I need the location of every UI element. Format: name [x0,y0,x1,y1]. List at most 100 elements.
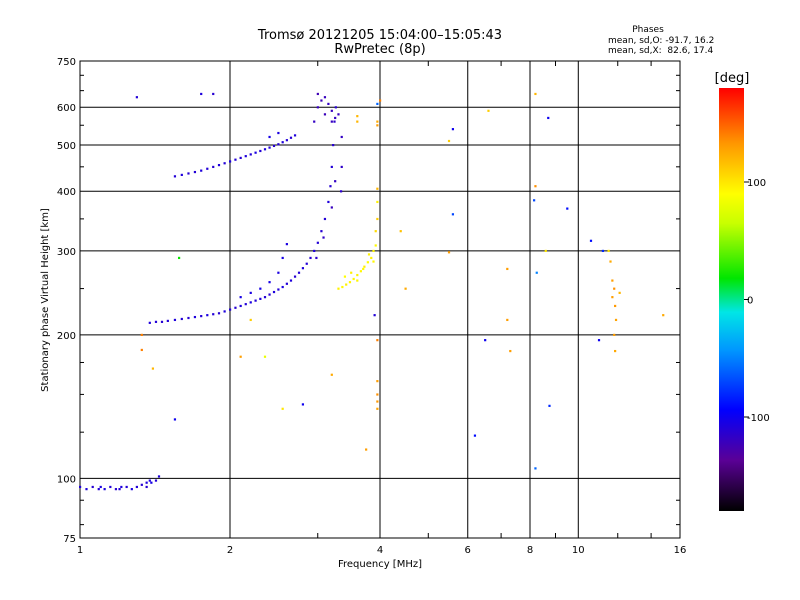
data-point [340,165,343,169]
data-point [363,265,366,268]
data-point [293,275,297,278]
data-point [91,485,94,489]
x-tick-label: 6 [465,545,471,556]
data-point [85,488,88,491]
data-point [376,380,379,383]
data-point [330,206,333,209]
data-point [313,120,316,123]
colorbar-tick-label: 100 [747,178,766,189]
data-point [356,115,359,118]
data-point [372,249,375,253]
data-point [329,185,332,188]
data-point [611,279,614,282]
data-point [535,271,538,274]
data-point [334,106,337,109]
data-point [337,287,340,290]
data-point [212,313,215,316]
data-point [249,301,252,304]
data-point [281,285,284,289]
x-tick-label: 1 [77,545,83,556]
data-point [239,304,242,308]
data-point [376,102,379,106]
data-point [277,271,280,274]
data-point [316,241,319,244]
data-point [301,267,305,270]
data-point [607,249,610,253]
data-point [399,230,402,233]
data-point [173,175,177,178]
x-tick-label: 16 [674,545,687,556]
data-point [285,282,288,285]
data-point [272,290,276,294]
colorbar-ticks: 100 0 -100 [744,178,770,424]
data-point [281,407,284,410]
data-point [506,318,509,322]
data-point [297,271,301,274]
data-point [315,256,318,260]
data-point [662,314,665,317]
data-point [268,293,271,296]
data-point [212,165,215,169]
data-point [451,213,455,216]
data-point [323,96,327,99]
data-point [376,187,379,190]
data-point [193,170,197,174]
data-point [376,339,379,342]
data-point [309,256,312,260]
data-point [234,158,237,161]
data-point [376,407,379,410]
y-tick-label: 200 [57,331,76,342]
data-point [330,165,333,169]
data-point [187,172,190,175]
data-point [177,256,181,260]
x-tick-label: 10 [572,545,585,556]
data-point [239,296,242,299]
data-point [154,320,158,323]
data-point [533,199,536,202]
data-point [263,355,267,358]
data-point [376,200,379,204]
data-point [534,185,537,188]
y-axis-ticks: 75 100 200 300 400 500 600 750 [57,57,76,545]
data-point [367,253,371,256]
data-point [313,249,316,253]
data-point [268,146,271,149]
data-point [118,488,121,491]
data-point [125,485,128,489]
data-point [473,434,477,437]
data-point [345,283,348,286]
x-axis-label: Frequency [MHz] [338,559,422,570]
data-point [323,217,327,221]
y-tick-label: 75 [63,534,76,545]
colorbar-tick-label: -100 [747,413,770,424]
x-tick-label: 4 [377,545,383,556]
data-point [376,400,379,403]
data-point [334,116,337,120]
data-point [348,281,352,284]
data-point [180,317,183,321]
data-point [305,262,308,265]
data-point [109,485,112,489]
data-point [376,217,379,221]
data-point [614,304,617,308]
data-point [320,99,323,102]
data-point [613,333,616,337]
data-point [180,173,183,176]
data-point [323,113,327,116]
data-point [327,102,330,106]
data-point [379,99,382,102]
data-point [330,120,333,123]
data-point [140,483,143,486]
data-point [154,479,158,482]
data-point [200,169,203,172]
data-point [447,139,451,143]
data-point [343,275,347,278]
data-point [217,163,221,167]
data-point [376,124,379,127]
data-point [547,116,550,120]
data-point [289,279,293,282]
y-axis-label: Stationary phase Virtual Height [km] [40,208,51,392]
data-point [120,485,123,489]
data-point [316,92,319,96]
data-point [374,230,377,233]
